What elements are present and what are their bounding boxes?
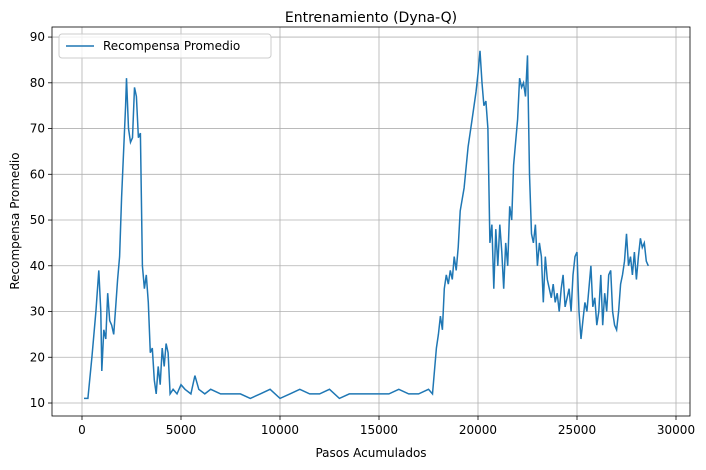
y-tick-label: 70 xyxy=(30,122,45,136)
x-tick-label: 10000 xyxy=(261,423,299,437)
y-axis-label: Recompensa Promedio xyxy=(8,152,22,289)
chart-title: Entrenamiento (Dyna-Q) xyxy=(285,10,457,26)
y-tick-label: 60 xyxy=(30,167,45,181)
y-tick-label: 90 xyxy=(30,30,45,44)
legend-label: Recompensa Promedio xyxy=(103,39,240,53)
x-tick-label: 20000 xyxy=(459,423,497,437)
y-tick-label: 80 xyxy=(30,76,45,90)
legend-box xyxy=(58,33,272,59)
y-tick-label: 50 xyxy=(30,213,45,227)
y-tick-label: 10 xyxy=(30,396,45,410)
y-tick-label: 20 xyxy=(30,350,45,364)
x-tick-label: 25000 xyxy=(558,423,596,437)
x-tick-label: 30000 xyxy=(657,423,695,437)
plot-frame xyxy=(51,26,691,417)
y-tick-label: 30 xyxy=(30,305,45,319)
x-tick-label: 0 xyxy=(78,423,86,437)
y-tick-label: 40 xyxy=(30,259,45,273)
data-line xyxy=(84,50,649,400)
x-axis-label: Pasos Acumulados xyxy=(315,446,426,460)
x-tick-label: 15000 xyxy=(360,423,398,437)
x-tick-label: 5000 xyxy=(166,423,197,437)
